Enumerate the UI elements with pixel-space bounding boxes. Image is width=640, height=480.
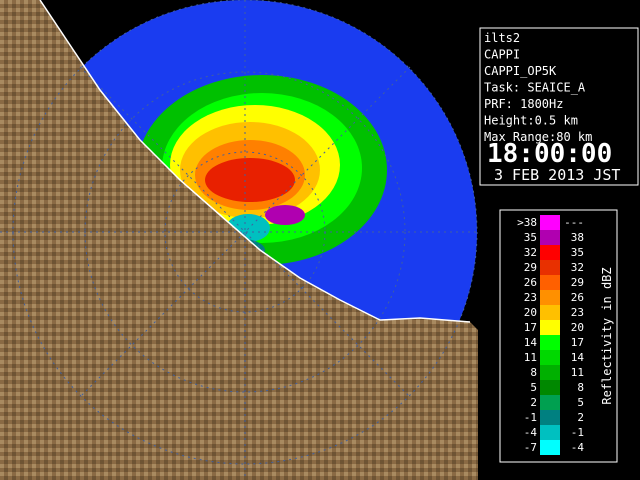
legend-swatch [540,230,560,245]
legend-low: 29 [524,261,537,274]
legend-high: -1 [571,426,584,439]
coastline [39,0,471,323]
legend-swatch [540,410,560,425]
legend-high: 29 [571,276,584,289]
legend-swatch [540,350,560,365]
legend-low: 20 [524,306,537,319]
legend-high: 38 [571,231,584,244]
legend-swatch [540,245,560,260]
info-line: ilts2 [484,31,520,45]
legend-high: 26 [571,291,584,304]
legend-low: 5 [530,381,537,394]
land [0,0,478,480]
legend-high: 14 [571,351,585,364]
legend-swatch [540,215,560,230]
range-rings [0,0,478,480]
legend-high: 20 [571,321,584,334]
legend-swatch [540,365,560,380]
legend-low: 17 [524,321,537,334]
legend-swatch [540,395,560,410]
legend-low: 26 [524,276,537,289]
radar-map [0,0,478,480]
legend-title: Reflectivity in dBZ [600,267,614,404]
legend-swatch [540,275,560,290]
info-lines: ilts2 CAPPI CAPPI_OP5K Task: SEAICE_A PRF: 1… [484,31,592,144]
time: 18:00:00 [487,139,612,169]
info-line: Task: SEAICE_A [484,81,586,95]
legend-high: 17 [571,336,584,349]
info-line: Height:0.5 km [484,114,578,128]
echoes [137,75,387,265]
legend-low: 11 [524,351,537,364]
legend-high: 35 [571,246,584,259]
legend-low: 2 [530,396,537,409]
legend-low: >38 [517,216,537,229]
legend-swatch [540,440,560,455]
info-line: CAPPI_OP5K [484,64,557,78]
legend-high: -4 [571,441,585,454]
legend-low: 23 [524,291,537,304]
legend-low: 35 [524,231,537,244]
legend-low: 8 [530,366,537,379]
legend-high: 2 [577,411,584,424]
legend-swatch [540,380,560,395]
legend-high: 8 [577,381,584,394]
legend-swatch [540,335,560,350]
info-line: PRF: 1800Hz [484,97,563,111]
legend-low: 32 [524,246,537,259]
legend-high: --- [564,216,584,229]
legend-swatch [540,290,560,305]
info-line: Max Range:80 km [484,130,592,144]
legend-swatch [540,305,560,320]
legend-low: -1 [524,411,537,424]
legend-low: -7 [524,441,537,454]
legend-swatch [540,260,560,275]
legend-high: 11 [571,366,584,379]
legend: >38 --- 35 38 32 35 29 32 26 29 23 26 20 23 17 20 14 17 11… [517,215,584,455]
legend-high: 5 [577,396,584,409]
info-panel [479,27,639,186]
legend-high: 32 [571,261,584,274]
legend-swatch [540,320,560,335]
legend-low: 14 [524,336,538,349]
info-line: CAPPI [484,48,520,62]
legend-low: -4 [524,426,538,439]
legend-high: 23 [571,306,584,319]
date: 3 FEB 2013 JST [494,166,620,184]
legend-swatch [540,425,560,440]
